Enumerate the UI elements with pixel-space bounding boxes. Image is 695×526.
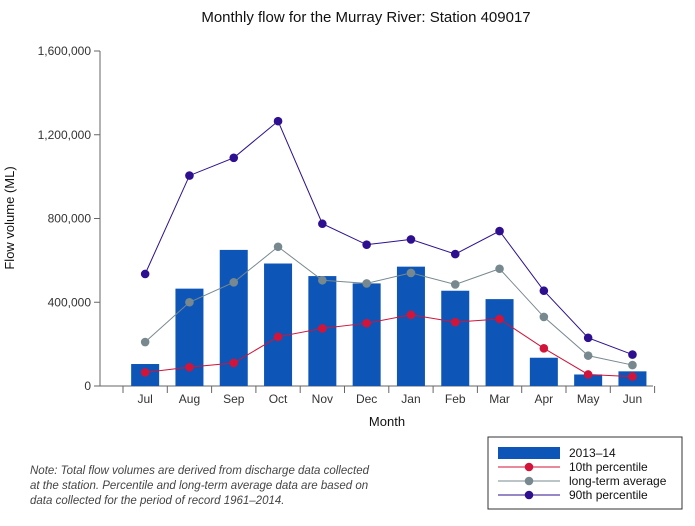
bar bbox=[485, 299, 514, 386]
data-point bbox=[229, 153, 239, 163]
x-axis: Jul Aug Sep Oct Nov Dec Jan Feb Mar Apr May Jun bbox=[100, 385, 656, 406]
data-point bbox=[539, 344, 549, 353]
data-point bbox=[539, 286, 549, 296]
x-tick-label: Dec bbox=[356, 392, 377, 406]
y-tick-label: 800,000 bbox=[48, 212, 92, 226]
footnote-line: Note: Total flow volumes are derived fro… bbox=[30, 465, 369, 477]
data-point bbox=[140, 368, 150, 377]
data-point bbox=[273, 332, 283, 342]
line-series bbox=[140, 116, 637, 381]
data-point bbox=[628, 372, 637, 381]
bar bbox=[574, 374, 603, 386]
legend-label: 10th percentile bbox=[569, 460, 648, 474]
data-point bbox=[583, 333, 593, 343]
data-point bbox=[450, 280, 460, 289]
x-tick-label: Apr bbox=[535, 392, 554, 406]
data-point bbox=[362, 279, 371, 288]
x-tick-label: Oct bbox=[269, 392, 288, 406]
y-tick-label: 1,600,000 bbox=[38, 44, 92, 58]
data-point bbox=[185, 171, 194, 180]
data-point bbox=[185, 297, 194, 307]
data-point bbox=[495, 314, 504, 324]
legend-swatch-marker bbox=[524, 476, 534, 486]
x-tick-label: Mar bbox=[489, 392, 510, 406]
data-point bbox=[140, 269, 150, 279]
x-axis-label: Month bbox=[369, 414, 405, 429]
data-point bbox=[140, 337, 150, 347]
footnote-line: at the station. Percentile and long-term… bbox=[30, 480, 369, 492]
x-tick-label: Jul bbox=[137, 392, 152, 406]
bar bbox=[396, 266, 425, 386]
data-point bbox=[450, 249, 460, 259]
bar bbox=[441, 290, 470, 386]
y-tick-label: 0 bbox=[84, 379, 91, 393]
series-line bbox=[144, 246, 633, 366]
footnote-line: data collected for the period of record … bbox=[30, 495, 285, 507]
data-point bbox=[628, 360, 637, 370]
x-tick-label: Jun bbox=[623, 392, 642, 406]
data-point bbox=[583, 351, 593, 360]
x-tick-label: Feb bbox=[445, 392, 466, 406]
x-tick-label: Aug bbox=[179, 392, 200, 406]
legend-swatch-bar bbox=[498, 447, 560, 459]
data-point bbox=[450, 317, 460, 327]
y-axis-label: Flow volume (ML) bbox=[2, 166, 17, 269]
series-line bbox=[145, 314, 633, 378]
data-point bbox=[229, 278, 239, 287]
legend-swatch-marker bbox=[524, 490, 534, 500]
data-point bbox=[362, 240, 371, 249]
data-point bbox=[406, 310, 416, 320]
data-point bbox=[495, 264, 504, 274]
bar bbox=[352, 283, 381, 386]
data-point bbox=[362, 318, 371, 328]
data-point bbox=[273, 116, 283, 126]
data-point bbox=[318, 275, 327, 285]
data-point bbox=[273, 242, 283, 252]
data-point bbox=[583, 370, 593, 379]
x-tick-label: May bbox=[577, 392, 600, 406]
data-point bbox=[406, 268, 416, 278]
data-point bbox=[318, 219, 327, 229]
x-tick-label: Jan bbox=[401, 392, 420, 406]
data-point bbox=[318, 324, 327, 333]
data-point bbox=[406, 235, 416, 244]
chart-title: Monthly flow for the Murray River: Stati… bbox=[201, 9, 530, 26]
legend-swatch-marker bbox=[524, 462, 534, 472]
footnote: Note: Total flow volumes are derived fro… bbox=[30, 464, 400, 509]
legend-label: 90th percentile bbox=[569, 488, 648, 502]
data-point bbox=[539, 312, 549, 322]
legend-label: 2013–14 bbox=[569, 446, 616, 460]
y-tick-label: 1,200,000 bbox=[38, 128, 92, 142]
series-line bbox=[144, 120, 633, 356]
y-tick-label: 400,000 bbox=[48, 295, 92, 309]
bar bbox=[264, 263, 293, 386]
x-tick-label: Sep bbox=[223, 392, 245, 406]
x-tick-label: Nov bbox=[312, 392, 333, 406]
y-axis: 0 400,000 800,000 1,200,000 1,600,000 bbox=[38, 44, 101, 393]
bar bbox=[529, 357, 558, 386]
data-point bbox=[495, 226, 504, 236]
data-point bbox=[185, 362, 194, 372]
legend-label: long-term average bbox=[569, 474, 667, 488]
data-point bbox=[229, 358, 239, 368]
data-point bbox=[628, 350, 637, 359]
